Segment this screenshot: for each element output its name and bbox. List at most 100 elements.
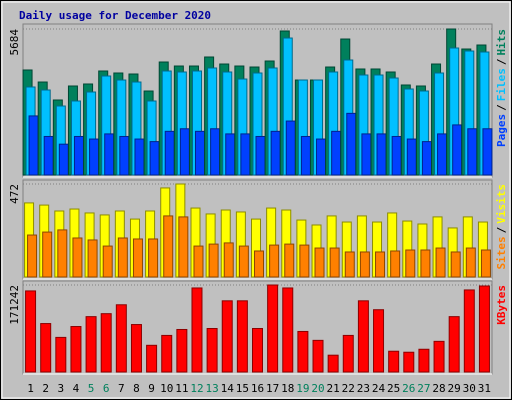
bar — [178, 216, 189, 278]
x-tick-label: 4 — [73, 382, 80, 395]
bar — [163, 215, 174, 278]
legend-entry: Files — [495, 68, 508, 101]
x-tick-label: 27 — [417, 382, 430, 395]
bar — [388, 350, 400, 373]
bar — [269, 244, 280, 278]
x-tick-label: 1 — [27, 382, 34, 395]
bar — [252, 327, 263, 373]
bar — [297, 330, 309, 373]
x-tick-label: 28 — [432, 382, 445, 395]
x-tick-label: 10 — [160, 382, 173, 395]
bar — [420, 249, 431, 278]
bar — [132, 238, 143, 278]
bar — [418, 348, 430, 373]
bar — [285, 120, 296, 176]
bar — [72, 237, 83, 278]
bar — [405, 249, 416, 278]
bar — [27, 234, 38, 278]
bar — [193, 245, 204, 278]
bar — [149, 141, 160, 176]
x-tick-label: 17 — [266, 382, 279, 395]
bar — [42, 231, 53, 278]
bar — [452, 124, 463, 176]
x-tick-label: 16 — [251, 382, 264, 395]
bar — [270, 130, 281, 176]
bar — [267, 284, 279, 373]
bar — [254, 250, 264, 278]
bar — [390, 250, 401, 278]
x-tick-label: 31 — [478, 382, 491, 395]
x-tick-label: 19 — [296, 382, 309, 395]
bar — [359, 251, 370, 278]
legend-separator: / — [495, 104, 508, 111]
bar — [225, 133, 236, 176]
x-tick-label: 23 — [357, 382, 370, 395]
x-tick-label: 11 — [175, 382, 188, 395]
bar — [221, 300, 233, 373]
bar — [361, 133, 372, 176]
x-tick-label: 29 — [448, 382, 461, 395]
bar — [478, 285, 490, 373]
bar — [40, 323, 52, 373]
legend-separator: / — [495, 58, 508, 65]
bar — [102, 245, 113, 278]
x-tick-label: 25 — [387, 382, 400, 395]
x-tick-label: 5 — [88, 382, 95, 395]
legend: KBytes — [495, 285, 508, 325]
bar — [482, 128, 493, 176]
bar — [57, 229, 68, 278]
bar — [89, 138, 100, 176]
bar — [164, 130, 175, 176]
bar — [25, 290, 37, 373]
bar — [223, 242, 234, 278]
bar — [176, 328, 188, 373]
bar — [119, 135, 130, 176]
bar — [73, 135, 84, 176]
bar — [344, 251, 355, 278]
bar — [58, 143, 69, 176]
bar — [194, 130, 205, 176]
legend-separator: / — [495, 226, 508, 233]
legend-entry: Pages — [495, 114, 508, 147]
bar — [210, 128, 221, 176]
bar — [342, 334, 354, 373]
bar — [28, 115, 39, 176]
bar — [104, 133, 115, 176]
legend-entry: Hits — [495, 29, 508, 56]
bar — [134, 138, 145, 176]
bar — [391, 135, 402, 176]
bar — [238, 245, 249, 278]
bar — [312, 339, 324, 373]
bar — [403, 351, 415, 373]
bar — [463, 289, 475, 373]
bar — [284, 243, 295, 278]
x-tick-label: 20 — [311, 382, 324, 395]
bar — [450, 251, 461, 278]
legend-entry: KBytes — [495, 285, 508, 325]
bar — [282, 287, 294, 373]
y-tick-label: 472 — [8, 184, 21, 204]
bar — [331, 130, 342, 176]
x-tick-label: 2 — [42, 382, 49, 395]
bar — [148, 238, 159, 278]
bar — [357, 300, 369, 373]
bar — [70, 326, 82, 373]
bar — [146, 344, 158, 373]
bar — [421, 141, 432, 176]
bar — [191, 287, 203, 373]
bar — [43, 135, 54, 176]
bar — [437, 133, 448, 176]
x-tick-label: 12 — [190, 382, 203, 395]
bar — [480, 249, 491, 278]
bar — [448, 316, 460, 373]
x-tick-label: 22 — [342, 382, 355, 395]
bar — [376, 133, 387, 176]
bar — [433, 340, 445, 373]
legend-entry: Sites — [495, 236, 508, 269]
x-tick-label: 13 — [205, 382, 218, 395]
bar — [299, 244, 310, 278]
bar — [300, 135, 311, 176]
x-tick-label: 14 — [221, 382, 235, 395]
